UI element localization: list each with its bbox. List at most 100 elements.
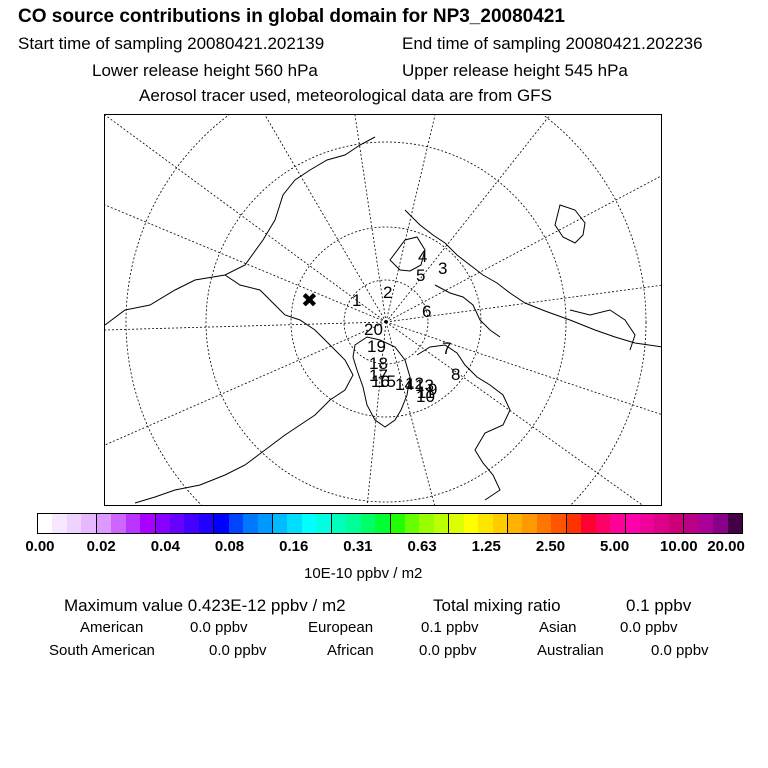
marker-18: 18 bbox=[369, 354, 388, 373]
meridian bbox=[385, 175, 661, 323]
colorbar-tick-label: 5.00 bbox=[600, 538, 630, 555]
latitude-circle bbox=[290, 226, 482, 418]
lower-release-height: Lower release height 560 hPa bbox=[92, 61, 318, 80]
region-australian-label: Australian bbox=[537, 642, 604, 659]
colorbar-swatch bbox=[478, 514, 493, 533]
marker-3: 3 bbox=[438, 259, 447, 278]
colorbar-tick-label: 1.25 bbox=[471, 538, 501, 555]
colorbar-tick-label: 0.02 bbox=[86, 538, 116, 555]
coastline-north-america bbox=[105, 136, 376, 326]
upper-release-height: Upper release height 545 hPa bbox=[402, 61, 628, 80]
colorbar-swatch bbox=[639, 514, 655, 533]
colorbar-swatch bbox=[390, 514, 405, 533]
source-location-marker: ✖ bbox=[301, 290, 318, 312]
colorbar-swatch bbox=[404, 514, 420, 533]
coastline-novaya-zemlya bbox=[434, 284, 501, 338]
colorbar-swatch bbox=[287, 514, 302, 533]
region-australian-value: 0.0 ppbv bbox=[651, 642, 709, 659]
tracer-note: Aerosol tracer used, meteorological data… bbox=[139, 86, 552, 105]
meridian bbox=[366, 321, 387, 505]
coastline-greenland bbox=[352, 336, 411, 428]
colorbar-swatch bbox=[214, 514, 229, 533]
colorbar-units: 10E-10 ppbv / m2 bbox=[304, 565, 423, 582]
marker-6: 6 bbox=[422, 302, 431, 321]
coastline-europe bbox=[416, 344, 511, 501]
colorbar-swatch bbox=[668, 514, 685, 533]
colorbar-tick-label: 0.63 bbox=[407, 538, 437, 555]
colorbar-swatch bbox=[96, 514, 112, 533]
meridian bbox=[385, 115, 551, 323]
end-time: End time of sampling 20080421.202236 bbox=[402, 34, 703, 53]
marker-1: 1 bbox=[352, 291, 361, 310]
colorbar-tick-label: 0.08 bbox=[214, 538, 245, 555]
marker-14: 14 bbox=[395, 375, 414, 394]
latitude-circle bbox=[343, 279, 429, 365]
marker-12: 12 bbox=[405, 374, 424, 393]
marker-4: 4 bbox=[418, 247, 427, 266]
plot-title: CO source contributions in global domain… bbox=[18, 6, 565, 27]
region-south-american-value: 0.0 ppbv bbox=[209, 642, 267, 659]
region-european-value: 0.1 ppbv bbox=[421, 619, 479, 636]
colorbar-swatch bbox=[433, 514, 450, 533]
meridian bbox=[385, 284, 661, 323]
colorbar-swatch bbox=[375, 514, 391, 533]
colorbar-swatch bbox=[346, 514, 361, 533]
colorbar-tick-label: 10.00 bbox=[660, 538, 698, 555]
colorbar-swatch bbox=[111, 514, 126, 533]
colorbar-swatch bbox=[684, 514, 699, 533]
maximum-value: Maximum value 0.423E-12 ppbv / m2 bbox=[64, 596, 346, 615]
region-south-american-label: South American bbox=[49, 642, 155, 659]
marker-20: 20 bbox=[364, 320, 383, 339]
colorbar-swatch bbox=[449, 514, 464, 533]
colorbar-tick-label: 0.31 bbox=[343, 538, 373, 555]
marker-10: 10 bbox=[416, 387, 435, 406]
latitude-circle bbox=[205, 141, 567, 503]
region-american-label: American bbox=[80, 619, 144, 636]
marker-8: 8 bbox=[451, 365, 460, 384]
colorbar-swatch bbox=[243, 514, 258, 533]
colorbar-swatch bbox=[66, 514, 82, 533]
colorbar-swatch bbox=[301, 514, 317, 533]
coastline-north-america-east bbox=[134, 274, 354, 504]
colorbar-swatch bbox=[625, 514, 640, 533]
colorbar-swatch bbox=[198, 514, 215, 533]
region-european-label: European bbox=[308, 619, 374, 636]
total-mixing-ratio-label: Total mixing ratio bbox=[433, 596, 561, 615]
region-african-label: African bbox=[327, 642, 374, 659]
colorbar-swatch bbox=[508, 514, 523, 533]
region-asian-label: Asian bbox=[539, 619, 577, 636]
colorbar-swatch bbox=[492, 514, 508, 533]
marker-2: 2 bbox=[383, 283, 392, 302]
colorbar-swatch bbox=[463, 514, 479, 533]
meridian bbox=[264, 115, 387, 323]
colorbar-swatch bbox=[228, 514, 244, 533]
region-asian-value: 0.0 ppbv bbox=[620, 619, 678, 636]
total-mixing-ratio-value: 0.1 ppbv bbox=[626, 596, 692, 615]
colorbar-swatch bbox=[331, 514, 347, 533]
colorbar-swatch bbox=[360, 514, 376, 533]
meridian bbox=[385, 115, 436, 323]
colorbar-swatch bbox=[38, 514, 53, 533]
meridian bbox=[385, 321, 643, 505]
meridian bbox=[105, 321, 387, 331]
colorbar-swatch bbox=[727, 514, 742, 533]
marker-13: 13 bbox=[415, 376, 434, 395]
colorbar-swatch bbox=[595, 514, 611, 533]
colorbar-tick-label: 0.00 bbox=[25, 538, 55, 555]
colorbar-swatch bbox=[698, 514, 714, 533]
colorbar-swatch bbox=[654, 514, 669, 533]
colorbar-tick-label: 20.00 bbox=[707, 538, 745, 555]
colorbar-swatch bbox=[610, 514, 626, 533]
colorbar-tick-label: 2.50 bbox=[535, 538, 566, 555]
coastline-island bbox=[554, 204, 586, 244]
coastline-kamchatka bbox=[569, 309, 636, 351]
trajectory-labels: 1 2 3 4 5 6 7 8 9 10 11 12 13 14 15 16 1… bbox=[301, 247, 460, 406]
marker-16: 16 bbox=[371, 372, 390, 391]
marker-19: 19 bbox=[367, 337, 386, 356]
colorbar bbox=[37, 513, 743, 534]
meridian bbox=[354, 115, 387, 323]
map-canvas: 1 2 3 4 5 6 7 8 9 10 11 12 13 14 15 16 1… bbox=[105, 115, 661, 505]
start-time: Start time of sampling 20080421.202139 bbox=[18, 34, 325, 53]
colorbar-tick-label: 0.16 bbox=[279, 538, 309, 555]
colorbar-swatch bbox=[566, 514, 582, 533]
